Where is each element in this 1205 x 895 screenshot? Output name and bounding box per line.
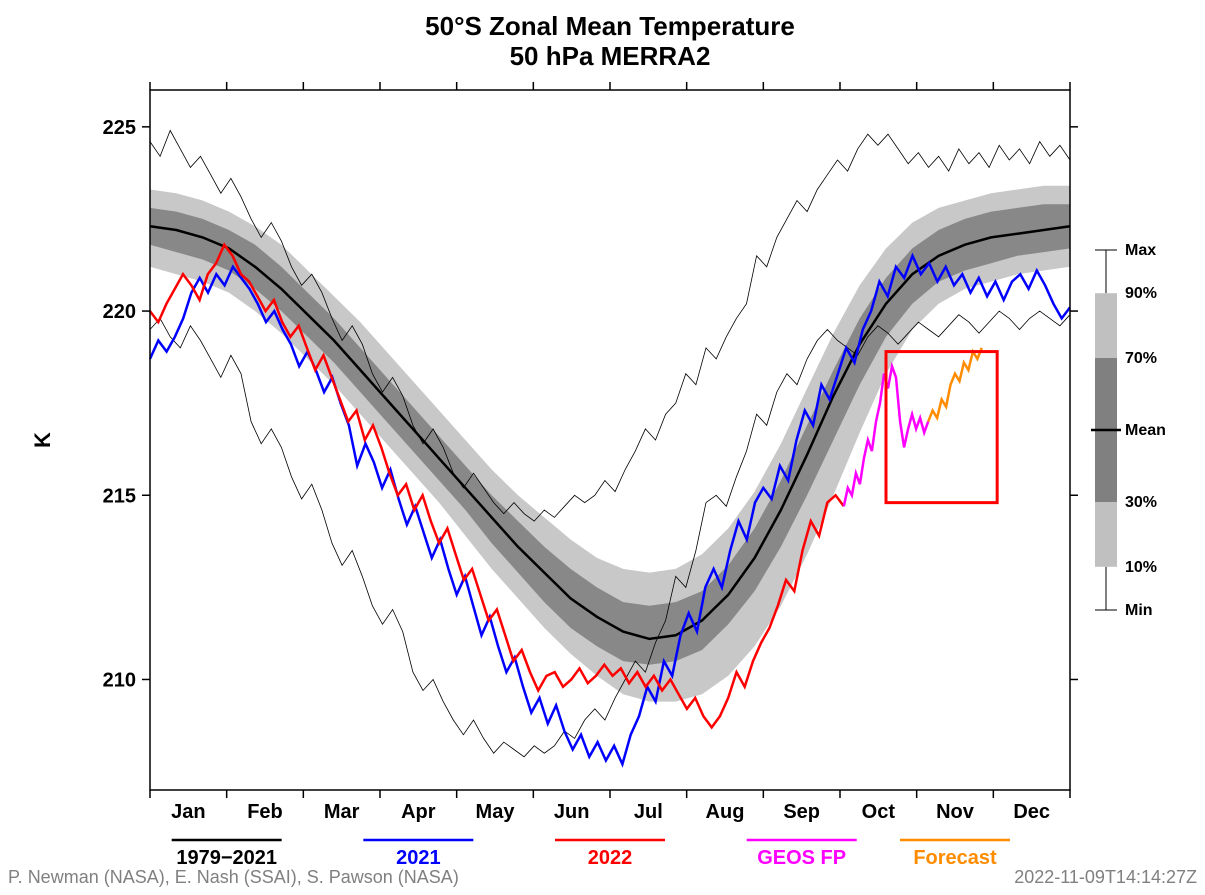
legend-label: 2022 [588,847,633,869]
side-legend-label: Min [1125,602,1153,619]
chart-title-line1: 50°S Zonal Mean Temperature [425,11,795,41]
legend-label: GEOS FP [757,847,846,869]
ytick-label: 210 [103,669,136,691]
temperature-chart: 50°S Zonal Mean Temperature50 hPa MERRA2… [0,0,1205,895]
month-label: Jun [554,801,590,823]
legend-label: 2021 [396,847,441,869]
y-axis-label: K [30,432,55,448]
month-label: May [476,801,516,823]
side-legend-label: 10% [1125,559,1157,576]
line-min [150,311,1070,757]
month-label: Jul [634,801,663,823]
band-30-70 [150,204,1070,665]
credits-right: 2022-11-09T14:14:27Z [1014,867,1197,887]
line-forecast [928,348,982,422]
month-label: Sep [783,801,820,823]
side-legend-label: 70% [1125,350,1157,367]
month-label: Aug [706,801,745,823]
credits-left: P. Newman (NASA), E. Nash (SSAI), S. Paw… [8,867,459,887]
month-label: Nov [936,801,975,823]
side-legend-label: Mean [1125,422,1166,439]
month-label: Apr [401,801,436,823]
side-legend-label: 30% [1125,494,1157,511]
month-label: Oct [862,801,896,823]
chart-title-line2: 50 hPa MERRA2 [510,41,711,71]
month-label: Feb [247,801,283,823]
ytick-label: 225 [103,117,136,139]
month-label: Dec [1013,801,1050,823]
legend-label: 1979−2021 [176,847,277,869]
highlight-box [886,352,997,503]
ytick-label: 215 [103,485,136,507]
side-legend-label: Max [1125,242,1156,259]
month-label: Mar [324,801,360,823]
month-label: Jan [171,801,205,823]
ytick-label: 220 [103,301,136,323]
legend-label: Forecast [913,847,997,869]
side-legend-label: 90% [1125,285,1157,302]
